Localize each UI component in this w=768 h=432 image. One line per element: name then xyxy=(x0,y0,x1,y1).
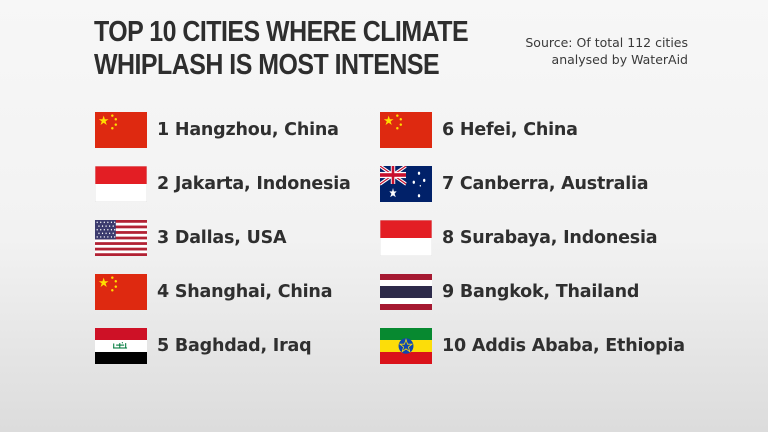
source-note: Source: Of total 112 cities analysed by … xyxy=(525,34,688,68)
indonesia-flag-icon xyxy=(380,220,432,256)
australia-flag-icon xyxy=(380,166,432,202)
city-label: 5 Baghdad, Iraq xyxy=(157,336,312,356)
title-line-2: WHIPLASH IS MOST INTENSE xyxy=(94,49,440,81)
indonesia-flag-icon xyxy=(95,166,147,202)
list-item: 10 Addis Ababa, Ethiopia xyxy=(380,328,685,364)
china-flag-icon xyxy=(380,112,432,148)
city-label: 1 Hangzhou, China xyxy=(157,120,339,140)
china-flag-icon xyxy=(95,274,147,310)
china-flag-icon xyxy=(95,112,147,148)
ethiopia-flag-icon xyxy=(380,328,432,364)
city-label: 2 Jakarta, Indonesia xyxy=(157,174,351,194)
list-item: 7 Canberra, Australia xyxy=(380,166,685,202)
city-label: 7 Canberra, Australia xyxy=(442,174,649,194)
list-item: 6 Hefei, China xyxy=(380,112,685,148)
city-label: 3 Dallas, USA xyxy=(157,228,287,248)
iraq-flag-icon xyxy=(95,328,147,364)
list-item: 4 Shanghai, China xyxy=(95,274,351,310)
list-item: 1 Hangzhou, China xyxy=(95,112,351,148)
city-label: 6 Hefei, China xyxy=(442,120,578,140)
source-line-2: analysed by WaterAid xyxy=(551,52,688,67)
city-label: 4 Shanghai, China xyxy=(157,282,333,302)
list-item: 3 Dallas, USA xyxy=(95,220,351,256)
page-title: TOP 10 CITIES WHERE CLIMATE WHIPLASH IS … xyxy=(94,16,469,82)
list-item: 9 Bangkok, Thailand xyxy=(380,274,685,310)
ranking-column-left: 1 Hangzhou, China 2 Jakarta, Indonesia xyxy=(95,112,351,382)
list-item: 8 Surabaya, Indonesia xyxy=(380,220,685,256)
ranking-column-right: 6 Hefei, China 7 C xyxy=(380,112,685,382)
city-label: 10 Addis Ababa, Ethiopia xyxy=(442,336,685,356)
source-line-1: Source: Of total 112 cities xyxy=(525,35,688,50)
thailand-flag-icon xyxy=(380,274,432,310)
city-label: 8 Surabaya, Indonesia xyxy=(442,228,658,248)
city-label: 9 Bangkok, Thailand xyxy=(442,282,640,302)
list-item: 5 Baghdad, Iraq xyxy=(95,328,351,364)
title-line-1: TOP 10 CITIES WHERE CLIMATE xyxy=(94,16,469,48)
usa-flag-icon xyxy=(95,220,147,256)
list-item: 2 Jakarta, Indonesia xyxy=(95,166,351,202)
